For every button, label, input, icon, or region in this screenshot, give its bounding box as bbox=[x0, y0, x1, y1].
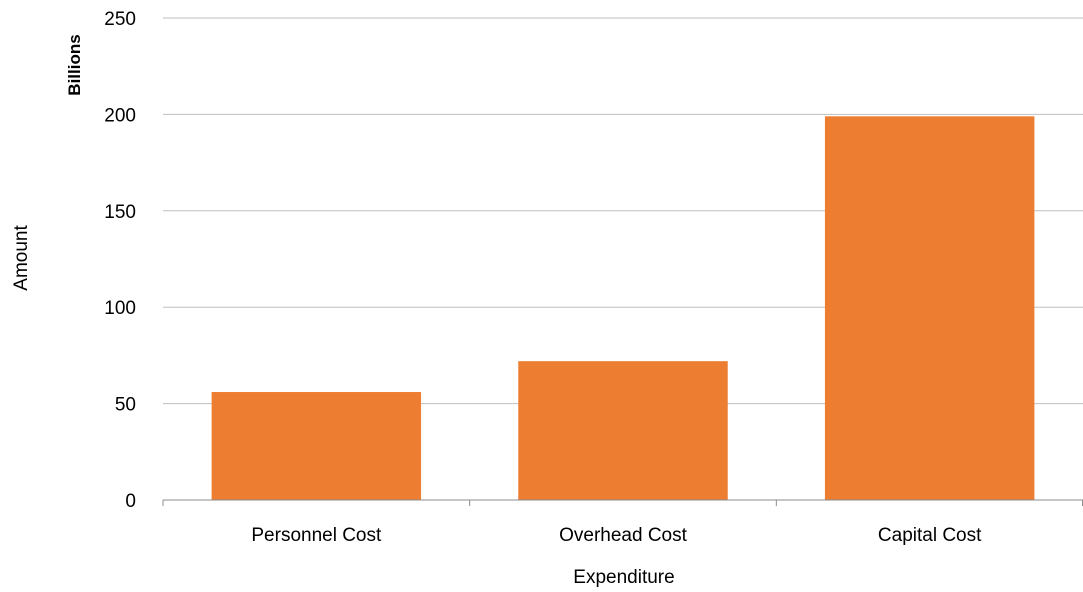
bar-personnel-cost bbox=[211, 392, 422, 500]
y-tick-label: 250 bbox=[104, 9, 136, 30]
y-tick-label: 150 bbox=[104, 202, 136, 223]
x-axis-tick-labels: Personnel Cost Overhead Cost Capital Cost bbox=[251, 525, 982, 546]
y-tick-label: 100 bbox=[104, 298, 136, 319]
x-tick-label: Capital Cost bbox=[878, 525, 982, 546]
y-tick-label: 200 bbox=[104, 105, 136, 126]
y-axis-units-label: Billions bbox=[65, 34, 84, 95]
x-axis bbox=[162, 499, 1083, 506]
y-axis-title: Amount bbox=[11, 225, 32, 291]
bar-capital-cost bbox=[824, 116, 1035, 500]
bar-overhead-cost bbox=[518, 361, 728, 500]
x-tick-label: Personnel Cost bbox=[251, 525, 382, 546]
y-axis-tick-labels: 0 50 100 150 200 250 bbox=[104, 9, 136, 512]
bars-group bbox=[211, 116, 1035, 500]
x-axis-title: Expenditure bbox=[573, 567, 674, 588]
x-tick-label: Overhead Cost bbox=[559, 525, 688, 546]
y-tick-label: 0 bbox=[125, 491, 136, 512]
y-tick-label: 50 bbox=[115, 395, 136, 416]
